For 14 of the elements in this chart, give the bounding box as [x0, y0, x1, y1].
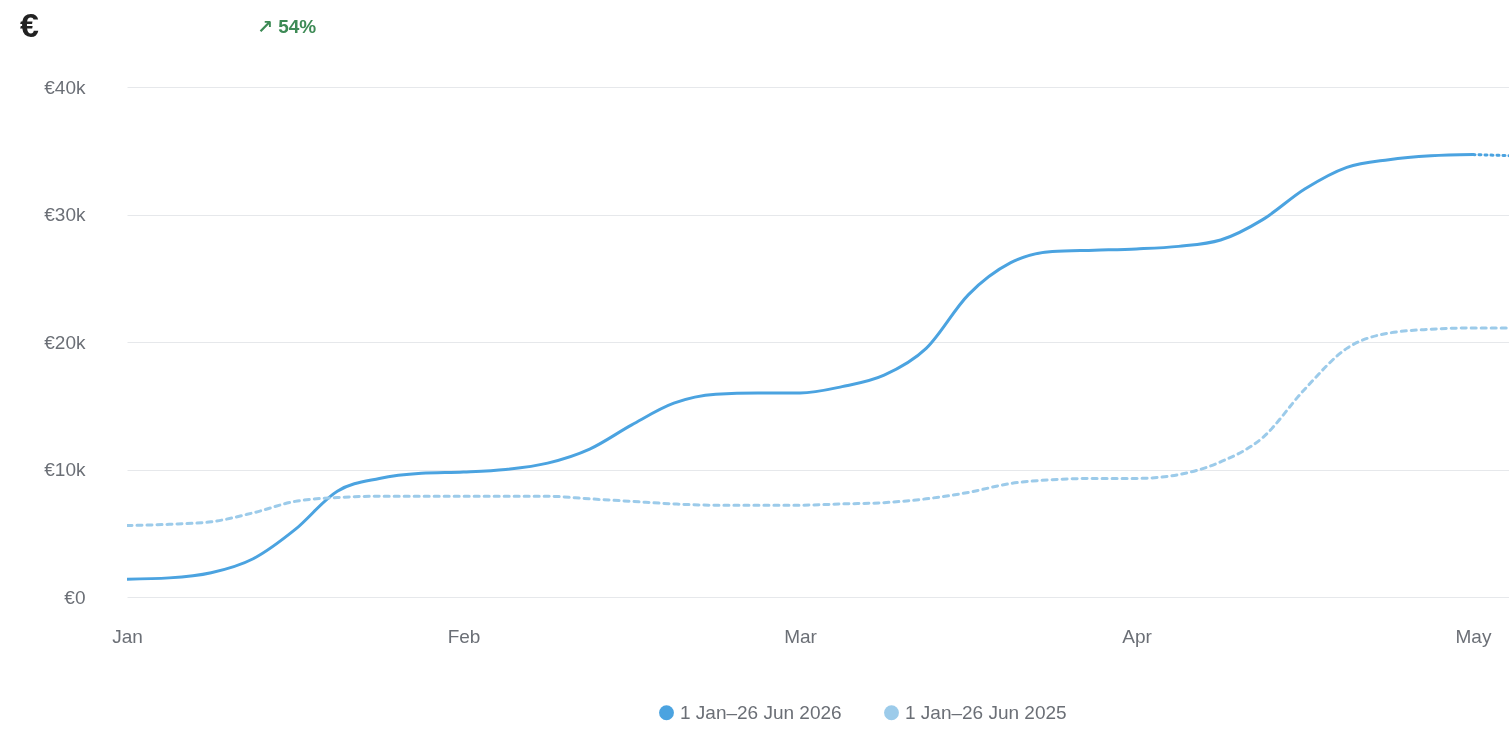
- x-tick-label: Apr: [1122, 625, 1153, 647]
- y-tick-label: €10k: [44, 459, 86, 480]
- legend-label: 1 Jan–26 Jun 2026: [680, 701, 842, 723]
- y-tick-label: €30k: [44, 204, 86, 225]
- y-tick-label: €40k: [44, 76, 86, 98]
- y-tick-label: €0: [64, 586, 86, 608]
- chart-title: €: [20, 6, 39, 44]
- text: ↗ 54%: [257, 16, 317, 37]
- y-tick-label: €20k: [44, 331, 86, 353]
- x-tick-label: Feb: [447, 625, 481, 647]
- x-tick-label: Jan: [112, 625, 143, 647]
- x-tick-label: May: [1455, 625, 1492, 647]
- legend-label: 1 Jan–26 Jun 2025: [905, 701, 1067, 723]
- x-tick-label: Mar: [784, 625, 818, 647]
